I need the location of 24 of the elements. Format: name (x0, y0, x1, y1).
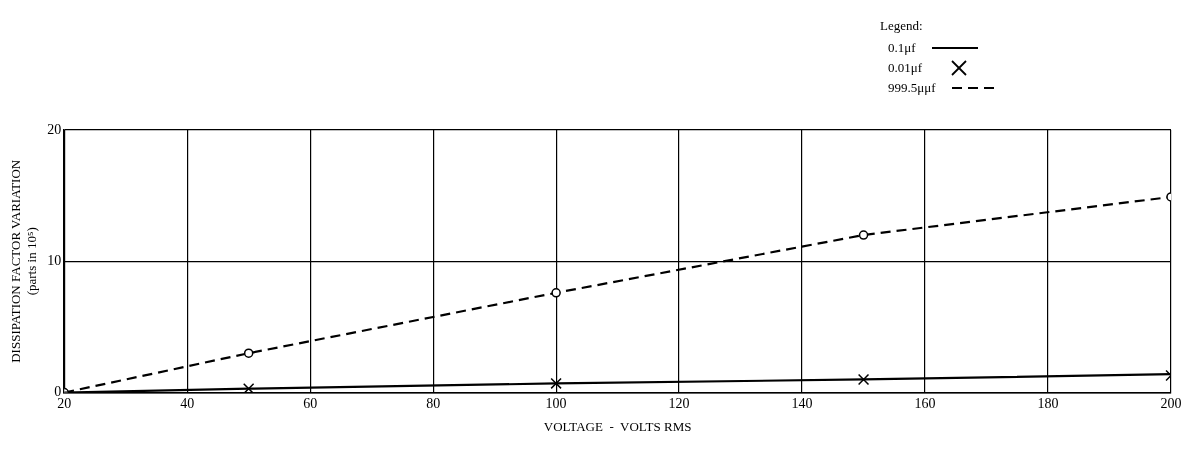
point (243, 348, 254, 358)
legend-label: 0.1μf (888, 40, 916, 56)
point (242, 382, 255, 393)
x-tick-label: 120 (668, 395, 690, 411)
point (550, 377, 562, 390)
point (858, 230, 869, 240)
x-tick-label: 140 (791, 395, 813, 411)
point (551, 288, 561, 298)
x-tick-label: 20 (57, 395, 72, 411)
legend-label: 0.01μf (888, 60, 923, 76)
x-tick-label: 100 (545, 395, 567, 411)
x-tick-label: 80 (426, 395, 441, 411)
legend-label: 999.5μμf (888, 80, 936, 96)
point (857, 373, 870, 386)
x-tick-label: 180 (1037, 395, 1059, 411)
x-tick-label: 60 (303, 395, 318, 411)
x-axis-title: VOLTAGE - VOLTS RMS (543, 418, 692, 434)
y-tick-label: 20 (47, 121, 62, 137)
y-axis-title: DISSIPATION FACTOR VARIATION (parts in 10⁵) (8, 159, 39, 363)
y-tick-label: 10 (47, 252, 62, 268)
x-tick-label: 40 (180, 395, 195, 411)
x-tick-label: 160 (914, 395, 936, 411)
legend-title: Legend: (880, 18, 924, 34)
x-tick-label: 200 (1160, 395, 1182, 411)
